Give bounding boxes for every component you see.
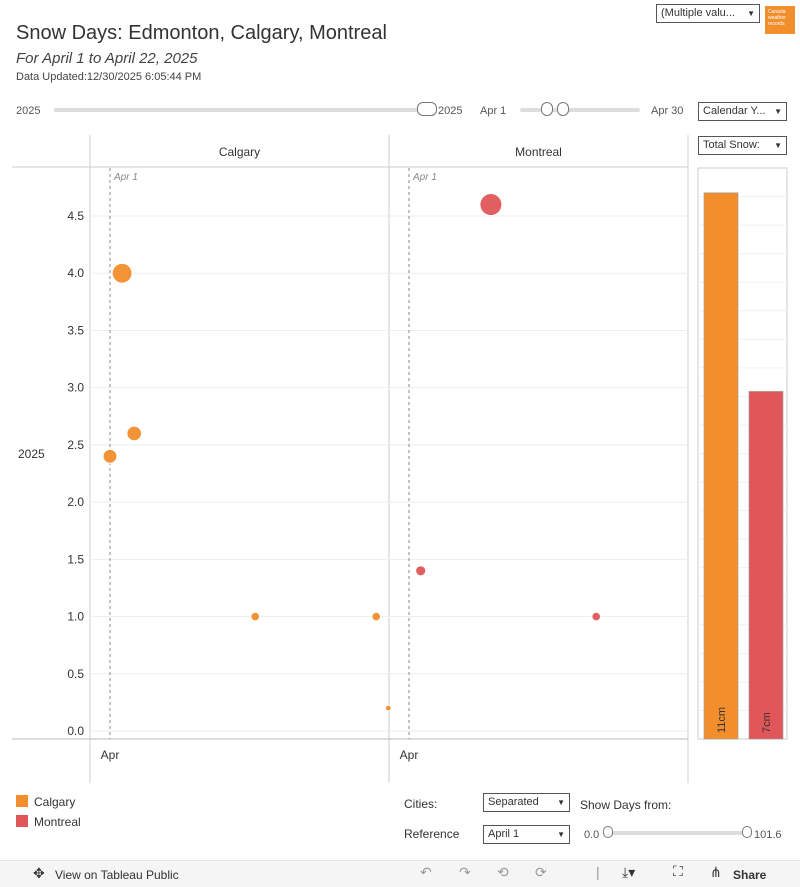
data-point-montreal[interactable] — [591, 611, 602, 622]
reference-line-label: Apr 1 — [113, 172, 138, 183]
tableau-toolbar: ✥ View on Tableau Public ↶ ↷ ⟲ ⟳ | ⤓▾ ⛶ … — [0, 860, 800, 887]
show-days-slider-handle-min[interactable] — [603, 826, 613, 838]
share-icon[interactable]: ⋔ — [710, 864, 722, 880]
year-slider-min-label: 2025 — [16, 105, 41, 117]
show-days-max-label: 101.6 — [754, 829, 782, 841]
show-days-slider-track[interactable] — [606, 831, 748, 835]
date-slider-handle-right[interactable] — [557, 102, 569, 116]
data-point-montreal[interactable] — [479, 193, 503, 217]
y-tick-label: 0.5 — [67, 667, 84, 681]
data-point-montreal[interactable] — [415, 565, 427, 577]
panel-header-montreal: Montreal — [515, 145, 562, 159]
legend-swatch-montreal[interactable] — [16, 815, 28, 827]
cities-dropdown[interactable]: Separated — [483, 793, 570, 812]
snow-days-chart: 0.0 0.5 1.0 1.5 2.0 2.5 3.0 3.5 4.0 4.5 2025 Calgar… — [12, 135, 788, 783]
date-slider-min-label: Apr 1 — [480, 105, 507, 117]
x-tick-label: Apr — [101, 748, 120, 762]
y-tick-label: 3.0 — [67, 381, 84, 395]
total-snow-bar-label: 11cm — [716, 707, 728, 733]
total-snow-bar-montreal[interactable] — [748, 391, 784, 740]
undo-icon[interactable]: ↶ — [420, 864, 432, 880]
refresh-icon[interactable]: ⟳ — [535, 864, 547, 880]
legend-swatch-calgary[interactable] — [16, 795, 28, 807]
year-slider-max-label: 2025 — [438, 105, 463, 117]
y-tick-label: 1.5 — [67, 552, 84, 566]
multiple-values-filter[interactable]: (Multiple valu... — [656, 4, 760, 23]
cities-label: Cities: — [404, 797, 438, 811]
logo: Canada weather records — [765, 6, 795, 34]
panel-header-calgary: Calgary — [219, 145, 260, 159]
x-tick-label: Apr — [400, 748, 419, 762]
legend-label-montreal[interactable]: Montreal — [34, 815, 81, 829]
page-subtitle: For April 1 to April 22, 2025 — [16, 50, 198, 67]
legend-label-calgary[interactable]: Calgary — [34, 795, 76, 809]
reference-line-label: Apr 1 — [412, 172, 437, 183]
reference-label: Reference — [404, 827, 460, 841]
total-snow-bar-label: 7cm — [761, 712, 773, 733]
show-days-slider-handle-max[interactable] — [742, 826, 752, 838]
y-tick-label: 3.5 — [67, 323, 84, 337]
data-point-calgary[interactable] — [384, 704, 392, 712]
row-label-year: 2025 — [18, 447, 45, 461]
y-tick-label: 4.0 — [67, 266, 84, 280]
total-snow-bar-calgary[interactable] — [703, 192, 739, 740]
date-slider-max-label: Apr 30 — [651, 105, 684, 117]
view-on-tableau-public-link[interactable]: View on Tableau Public — [55, 868, 179, 882]
revert-icon[interactable]: ⟲ — [497, 864, 509, 880]
reference-dropdown[interactable]: April 1 — [483, 825, 570, 844]
data-updated-text: Data Updated:12/30/2025 6:05:44 PM — [16, 71, 202, 83]
page-title: Snow Days: Edmonton, Calgary, Montreal — [16, 22, 387, 44]
data-point-calgary[interactable] — [111, 262, 133, 284]
y-tick-label: 2.5 — [67, 438, 84, 452]
show-days-min-label: 0.0 — [584, 829, 600, 841]
date-slider-handle-left[interactable] — [541, 102, 553, 116]
data-point-calgary[interactable] — [102, 448, 118, 464]
fullscreen-icon[interactable]: ⛶ — [673, 863, 683, 879]
tableau-logo-icon[interactable]: ✥ — [33, 865, 45, 881]
data-point-calgary[interactable] — [250, 611, 261, 622]
y-tick-label: 2.0 — [67, 495, 84, 509]
calendar-year-dropdown[interactable]: Calendar Y... — [698, 102, 787, 121]
data-point-calgary[interactable] — [371, 611, 382, 622]
year-slider-track[interactable] — [54, 108, 434, 112]
show-days-label: Show Days from: — [580, 798, 672, 812]
data-point-calgary[interactable] — [126, 425, 143, 442]
redo-icon[interactable]: ↷ — [459, 864, 471, 880]
y-tick-label: 1.0 — [67, 610, 84, 624]
share-button[interactable]: Share — [733, 868, 767, 882]
pause-icon[interactable]: | — [596, 864, 600, 880]
y-tick-label: 0.0 — [67, 724, 84, 738]
date-slider-track[interactable] — [520, 108, 640, 112]
y-tick-label: 4.5 — [67, 209, 84, 223]
total-snow-dropdown[interactable]: Total Snow: — [698, 136, 787, 155]
download-icon[interactable]: ⤓▾ — [622, 864, 636, 880]
year-slider-handle[interactable] — [417, 102, 437, 116]
